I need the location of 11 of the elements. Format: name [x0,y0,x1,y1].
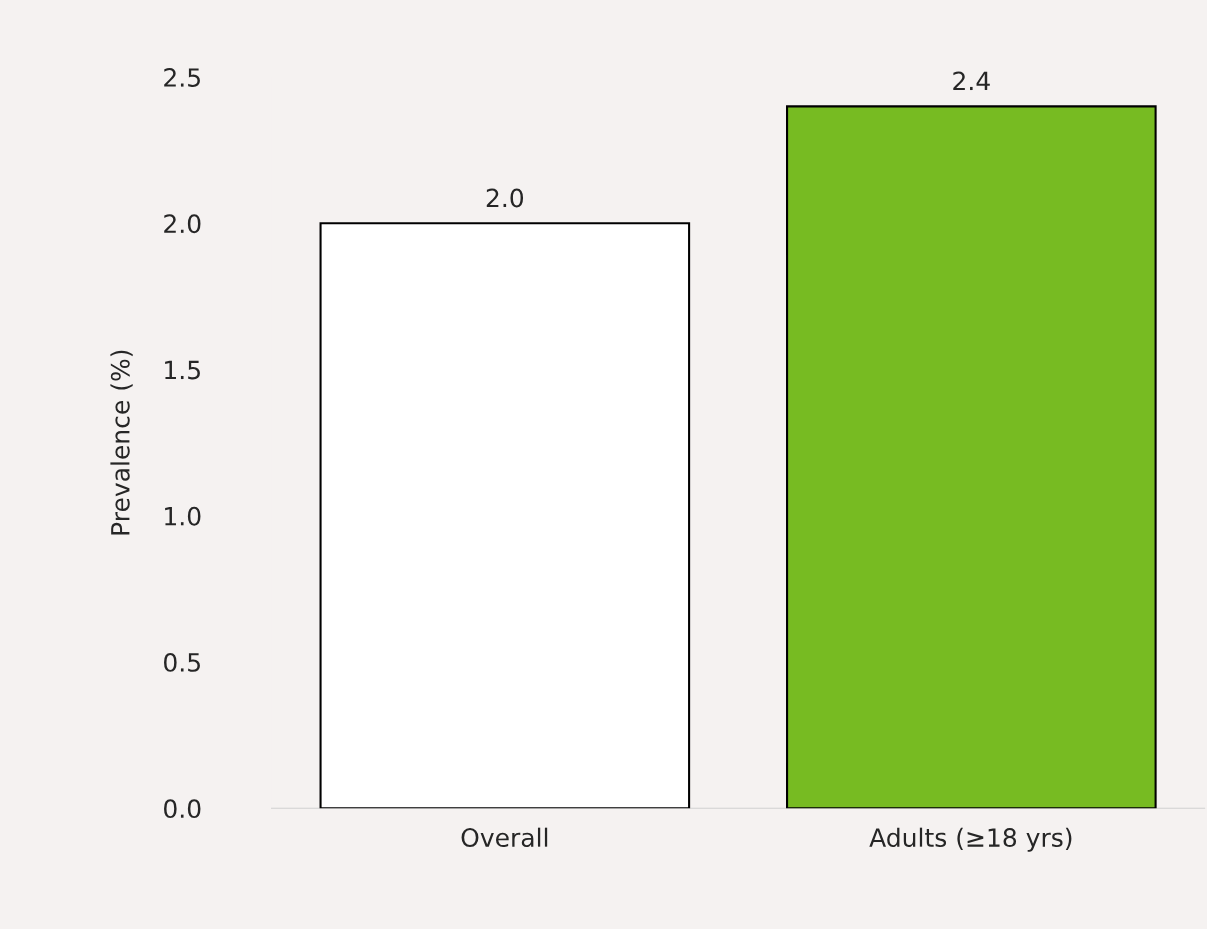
data-label: 2.4 [953,71,990,91]
x-tick-label: Adults (≥18 yrs) [869,827,1072,852]
y-tick-label: 0.0 [164,799,201,819]
data-label: 2.0 [486,188,524,208]
y-tick-label: 0.5 [164,652,200,672]
y-tick-label: 1.5 [165,360,200,380]
x-tick-label: Overall [461,827,548,848]
y-tick-label: 2.5 [164,68,200,87]
y-tick-label: 2.0 [164,214,201,234]
y-tick-label: 1.0 [165,506,201,526]
y-axis-title: Prevalence (%) [110,350,133,535]
